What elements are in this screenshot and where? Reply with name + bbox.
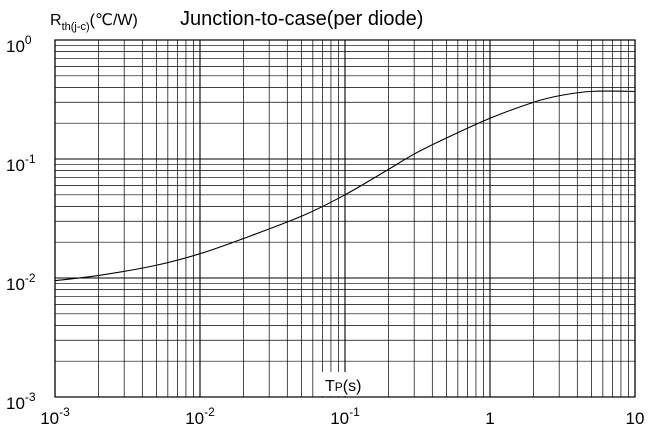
y-tick-label: 10-3 bbox=[6, 390, 36, 413]
x-tick-label: 10 bbox=[626, 409, 645, 428]
y-tick-label: 10-2 bbox=[6, 271, 36, 294]
x-axis-label-background bbox=[321, 372, 379, 396]
y-axis-label: Rth(j-c)(℃/W) bbox=[50, 12, 138, 33]
x-tick-label: 1 bbox=[485, 409, 494, 428]
y-tick-label: 10-1 bbox=[6, 152, 36, 175]
plot-frame bbox=[54, 39, 636, 398]
series-line bbox=[54, 90, 636, 282]
y-axis-label-subscript: th(j-c) bbox=[62, 21, 90, 33]
x-tick-label: 10-2 bbox=[185, 405, 215, 428]
y-axis-label-unit: (℃/W) bbox=[90, 12, 138, 29]
x-axis-label-unit: (s) bbox=[343, 378, 362, 395]
y-tick-label: 100 bbox=[6, 33, 32, 56]
chart-title: Junction-to-case(per diode) bbox=[180, 8, 423, 30]
x-axis-label-main: T bbox=[325, 378, 335, 395]
x-tick-label: 10-3 bbox=[40, 405, 70, 428]
x-tick-labels: 10-3 10-2 10-1 1 10 bbox=[40, 405, 644, 428]
x-axis-label: TP(s) bbox=[325, 378, 361, 395]
x-axis-label-group: TP(s) bbox=[321, 372, 379, 396]
x-axis-label-subscript: P bbox=[335, 380, 343, 394]
y-tick-labels: 10-3 10-2 10-1 100 bbox=[6, 33, 36, 413]
x-tick-label: 10-1 bbox=[330, 405, 360, 428]
y-axis-label-main: R bbox=[50, 12, 62, 29]
